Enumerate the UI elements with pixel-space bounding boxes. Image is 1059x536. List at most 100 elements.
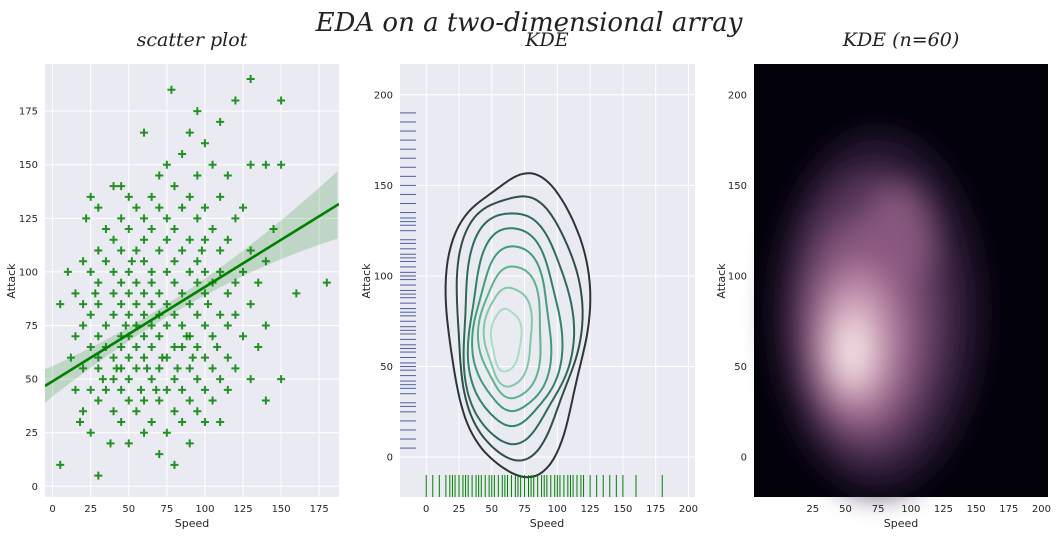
- data-point: [193, 278, 202, 287]
- data-point: [162, 214, 171, 223]
- data-point: [200, 385, 209, 394]
- scatter-plot-title: scatter plot: [137, 29, 248, 51]
- y-tick-label: 0: [32, 482, 38, 493]
- data-point: [94, 396, 103, 405]
- scatter-plot-grid: [45, 64, 339, 497]
- data-point: [140, 235, 149, 244]
- data-point: [94, 353, 103, 362]
- data-point: [193, 407, 202, 416]
- data-point: [261, 321, 270, 330]
- data-point: [117, 385, 126, 394]
- y-tick-label: 50: [734, 362, 747, 373]
- data-point: [223, 235, 232, 244]
- x-tick-label: 100: [901, 504, 920, 515]
- data-point: [277, 160, 286, 169]
- x-tick-label: 150: [272, 504, 291, 515]
- kde-density-panel: KDE (n=60) 25 50 75 100 125 150 175 200 0 50 100 1…: [715, 29, 1051, 530]
- data-point: [261, 160, 270, 169]
- data-point: [185, 300, 194, 309]
- data-point: [216, 417, 225, 426]
- x-tick-label: 50: [485, 504, 498, 515]
- data-point: [82, 214, 91, 223]
- data-point: [140, 289, 149, 298]
- data-point: [94, 246, 103, 255]
- contour-level: [455, 195, 584, 462]
- data-point: [155, 203, 164, 212]
- data-point: [140, 310, 149, 319]
- data-point: [63, 267, 72, 276]
- data-point: [254, 278, 263, 287]
- x-tick-label: 0: [423, 504, 429, 515]
- density-blob: [837, 323, 867, 382]
- data-point: [200, 353, 209, 362]
- data-point: [239, 267, 248, 276]
- data-point: [94, 471, 103, 480]
- data-point: [197, 246, 206, 255]
- kde-density-fill: [773, 131, 983, 494]
- data-point: [193, 214, 202, 223]
- data-point: [170, 310, 179, 319]
- data-point: [239, 203, 248, 212]
- data-point: [178, 150, 187, 159]
- x-tick-label: 25: [453, 504, 466, 515]
- data-point: [155, 450, 164, 459]
- data-point: [86, 267, 95, 276]
- data-point: [155, 246, 164, 255]
- data-point: [132, 364, 141, 373]
- data-point: [208, 160, 217, 169]
- data-point: [136, 385, 145, 394]
- data-point: [140, 214, 149, 223]
- data-point: [178, 321, 187, 330]
- data-point: [109, 289, 118, 298]
- scatter-y-axis-label: Attack: [5, 263, 18, 299]
- data-point: [86, 192, 95, 201]
- data-point: [117, 417, 126, 426]
- x-tick-label: 100: [548, 504, 567, 515]
- data-point: [155, 289, 164, 298]
- data-point: [109, 182, 118, 191]
- data-point: [98, 375, 107, 384]
- x-tick-label: 50: [122, 504, 135, 515]
- data-point: [162, 428, 171, 437]
- data-point: [109, 310, 118, 319]
- data-point: [185, 128, 194, 137]
- y-tick-label: 50: [380, 362, 393, 373]
- data-point: [246, 160, 255, 169]
- data-point: [162, 267, 171, 276]
- data-point: [79, 257, 88, 266]
- data-point: [162, 353, 171, 362]
- data-point: [208, 364, 217, 373]
- y-tick-label: 0: [741, 453, 747, 464]
- data-point: [66, 353, 75, 362]
- kde-contour-y-axis-label: Attack: [360, 263, 373, 299]
- data-point: [124, 375, 133, 384]
- data-point: [124, 192, 133, 201]
- y-tick-label: 50: [25, 375, 38, 386]
- data-point: [124, 267, 133, 276]
- kde-contour-x-axis-label: Speed: [530, 517, 564, 530]
- data-point: [147, 192, 156, 201]
- data-point: [162, 300, 171, 309]
- data-point: [147, 375, 156, 384]
- contour-level: [466, 227, 564, 428]
- data-point: [216, 246, 225, 255]
- data-point: [178, 342, 187, 351]
- data-point: [76, 417, 85, 426]
- data-point: [124, 396, 133, 405]
- x-tick-label: 125: [233, 504, 252, 515]
- kde-contour-panel: KDE 0 25 50 75 100 125 150 175 200 050100150200 …: [360, 29, 698, 530]
- data-point: [86, 342, 95, 351]
- data-point: [193, 171, 202, 180]
- data-point: [200, 139, 209, 148]
- x-tick-label: 0: [49, 504, 55, 515]
- data-point: [71, 289, 80, 298]
- data-point: [193, 375, 202, 384]
- data-point: [216, 192, 225, 201]
- data-point: [147, 300, 156, 309]
- data-point: [269, 225, 278, 234]
- data-point: [94, 332, 103, 341]
- data-point: [200, 417, 209, 426]
- data-point: [188, 353, 197, 362]
- data-point: [173, 364, 182, 373]
- kde-contour-area: [400, 64, 695, 497]
